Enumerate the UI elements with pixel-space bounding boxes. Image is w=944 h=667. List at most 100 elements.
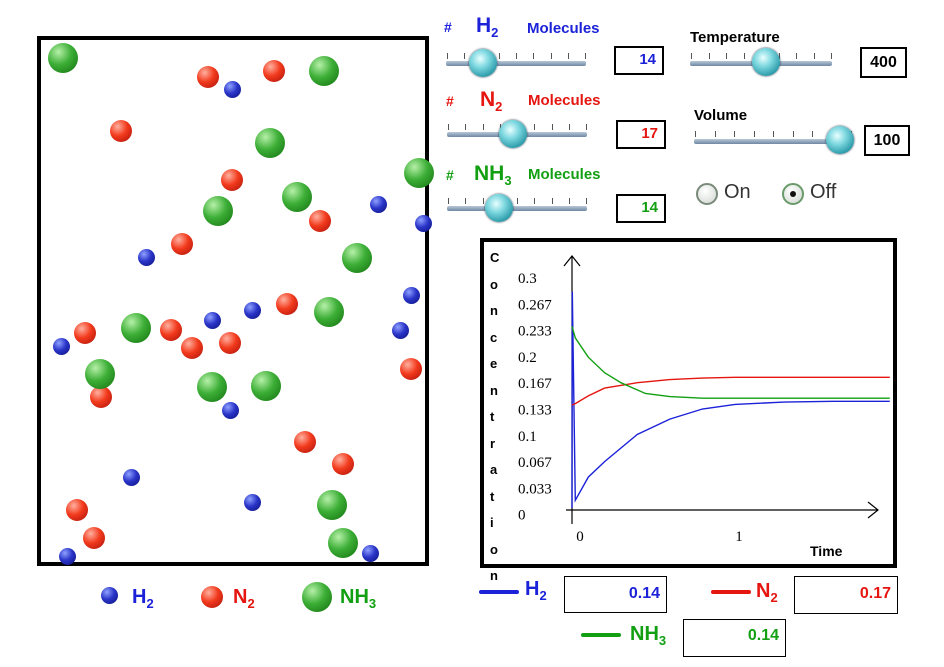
nh3-concentration-field: 0.14 [683, 619, 786, 657]
slider-tick [695, 131, 696, 137]
y-axis-label-letter: C [490, 250, 500, 265]
y-tick-label: 0.2 [518, 350, 537, 366]
slider-tick [482, 198, 484, 204]
reaction-container [37, 36, 434, 566]
nh3-count-field[interactable]: 14 [616, 194, 666, 223]
on-label: On [724, 181, 751, 203]
h2-slider-thumb[interactable] [469, 49, 497, 77]
y-tick-label: 0.033 [518, 481, 552, 497]
temperature-slider[interactable] [690, 48, 835, 78]
n2-molecule [294, 431, 316, 453]
slider-tick [551, 198, 553, 204]
temperature-field[interactable]: 400 [860, 47, 907, 78]
nh3-molecule [121, 313, 151, 343]
x-axis-label: Time [810, 543, 843, 559]
on-radio-button[interactable] [696, 183, 718, 205]
temperature-slider-thumb[interactable] [752, 48, 780, 76]
nh3-molecule [85, 359, 115, 389]
nh3-molecule [197, 372, 227, 402]
h2-molecule [59, 548, 76, 565]
nh3-molecule [251, 371, 281, 401]
n2-count-field[interactable]: 17 [616, 120, 666, 149]
nh3-legend-icon [302, 582, 332, 612]
n2-molecule [171, 233, 193, 255]
nh3-legend-label: NH3 [340, 586, 377, 611]
volume-slider[interactable] [694, 126, 854, 156]
nh3-molecule [314, 297, 344, 327]
slider-tick [812, 131, 813, 137]
slider-tick [796, 53, 797, 59]
n2-line-swatch [711, 590, 751, 594]
y-axis-label-letter: c [490, 329, 498, 345]
nh3-slider[interactable] [447, 193, 592, 223]
slider-tick [567, 53, 569, 59]
volume-slider-thumb[interactable] [826, 126, 854, 154]
h2-legend-label: H2 [132, 586, 154, 611]
slider-tick [708, 53, 710, 59]
y-tick-label: 0.233 [518, 324, 552, 340]
n2-molecule [276, 293, 298, 315]
x-tick-label: 1 [735, 529, 743, 545]
n2-molecule [221, 169, 243, 191]
y-tick-label: 0 [518, 508, 526, 524]
slider-tick [585, 53, 586, 59]
y-axis-label-letter: o [490, 541, 498, 557]
volume-label: Volume [694, 107, 748, 124]
n2-hash: # [446, 93, 454, 109]
n2-slider-thumb[interactable] [499, 120, 527, 148]
n2-molecule [309, 210, 331, 232]
off-radio-button[interactable] [782, 183, 804, 205]
slider-tick [448, 198, 449, 204]
x-tick-label: 0 [576, 529, 584, 545]
n2-molecule [66, 499, 88, 521]
nh3-series-line [571, 326, 890, 399]
y-axis-label-letter: t [490, 409, 495, 424]
n2-molecule [74, 322, 96, 344]
n2-molecules-label: Molecules [528, 92, 601, 109]
n2-legend-label: N2 [233, 586, 255, 611]
nh3-molecule [48, 43, 78, 73]
slider-tick [516, 53, 517, 59]
y-axis-label-letter: r [490, 435, 496, 451]
nh3-molecule [342, 243, 372, 273]
slider-tick [534, 198, 536, 204]
h2-readout-label: H2 [525, 578, 547, 603]
slider-tick [498, 53, 500, 59]
n2-molecule [110, 120, 132, 142]
h2-molecule [53, 338, 70, 355]
y-axis-label-letter: a [490, 462, 498, 477]
y-tick-label: 0.3 [518, 271, 537, 287]
slider-tick [753, 131, 755, 137]
n2-molecule [332, 453, 354, 475]
h2-molecule [244, 302, 261, 319]
slider-tick [726, 53, 727, 59]
slider-tick [534, 124, 536, 130]
n2-slider[interactable] [447, 119, 592, 149]
y-axis-arrow [563, 255, 581, 267]
n2-readout-label: N2 [756, 580, 778, 605]
h2-count-field[interactable]: 14 [614, 46, 664, 75]
h2-molecule [222, 402, 239, 419]
y-tick-label: 0.067 [518, 455, 552, 471]
slider-tick [465, 198, 467, 204]
h2-slider[interactable] [446, 48, 591, 78]
n2-formula: N2 [480, 88, 503, 115]
y-axis-label-letter: n [490, 568, 498, 583]
slider-tick [743, 53, 745, 59]
h2-molecule [138, 249, 155, 266]
nh3-readout-label: NH3 [630, 623, 667, 648]
y-tick-label: 0.133 [518, 403, 552, 419]
temperature-label: Temperature [690, 29, 780, 46]
y-axis-label-letter: n [490, 303, 498, 318]
nh3-slider-thumb[interactable] [485, 194, 513, 222]
off-radio-dot [790, 191, 796, 197]
y-tick-label: 0.1 [518, 429, 537, 445]
slider-tick [447, 53, 448, 59]
slider-tick [533, 53, 535, 59]
h2-molecule [415, 215, 432, 232]
volume-field[interactable]: 100 [864, 125, 910, 156]
nh3-molecule [255, 128, 285, 158]
n2-molecule [90, 386, 112, 408]
slider-tick [568, 198, 570, 204]
